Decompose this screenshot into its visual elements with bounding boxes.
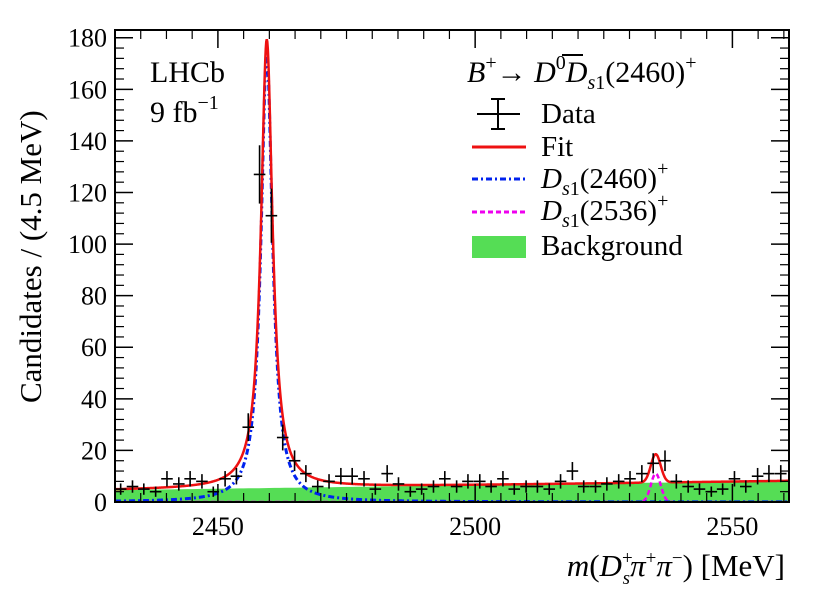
data-point	[126, 480, 139, 493]
legend: Data Fit Ds1(2460)+ Ds1(2536)+ Backgroun…	[472, 98, 683, 262]
background-band	[115, 480, 789, 502]
legend-data-marker	[477, 98, 520, 130]
data-point	[554, 474, 567, 489]
data-point	[577, 480, 590, 493]
data-point	[670, 474, 683, 489]
data-point	[346, 467, 358, 485]
legend-label-background: Background	[541, 230, 683, 262]
data-point	[184, 471, 196, 487]
y-axis-title: Candidates / (4.5 MeV)	[13, 110, 48, 403]
ds2460-curve	[115, 52, 789, 502]
data-point	[589, 480, 602, 493]
data-point	[763, 465, 775, 483]
data-point	[728, 471, 741, 487]
tick-labels-layer: 0 20 40 60 80 100 120 140 160 180 2450 2500 2550	[68, 24, 758, 541]
data-point	[265, 188, 278, 243]
data-point	[404, 486, 417, 497]
data-point	[647, 453, 659, 474]
data-point	[161, 471, 173, 487]
data-point	[659, 450, 671, 472]
data-point	[219, 471, 231, 487]
data-point	[300, 465, 312, 483]
data-point	[196, 474, 208, 489]
legend-label-ds2460: Ds1(2460)+	[540, 158, 668, 200]
data-points-layer	[114, 145, 787, 497]
data-point	[427, 480, 440, 493]
y-tick-label: 20	[81, 436, 107, 465]
data-point	[253, 145, 266, 204]
data-point	[473, 474, 486, 489]
data-point	[682, 480, 694, 493]
data-point	[705, 486, 718, 497]
x-tick-label: 2500	[449, 512, 501, 541]
data-point	[624, 471, 636, 487]
data-point	[230, 467, 243, 485]
data-point	[335, 467, 347, 485]
data-point	[751, 467, 764, 485]
data-point	[276, 424, 289, 451]
ticks-layer	[115, 30, 789, 503]
y-tick-label: 160	[68, 75, 107, 104]
data-point	[288, 450, 301, 472]
data-point	[497, 471, 509, 487]
data-point	[543, 483, 556, 495]
data-point	[149, 486, 162, 497]
y-tick-label: 120	[68, 178, 107, 207]
y-tick-label: 180	[68, 24, 107, 53]
x-axis-title: m(D+ sπ+π−) [MeV]	[567, 548, 785, 589]
luminosity-label: 9 fb−1	[150, 92, 219, 129]
legend-label-ds2536: Ds1(2536)+	[540, 190, 668, 232]
data-point	[612, 474, 625, 489]
data-point	[392, 477, 405, 491]
y-tick-label: 80	[81, 282, 107, 311]
legend-background-swatch	[472, 236, 526, 258]
y-tick-label: 100	[68, 230, 107, 259]
plot-frame	[114, 29, 790, 503]
data-point	[415, 483, 428, 495]
x-tick-label: 2450	[192, 512, 244, 541]
data-point	[774, 465, 787, 483]
data-point	[520, 480, 532, 493]
data-point	[485, 480, 497, 493]
data-point	[693, 483, 706, 495]
data-point	[566, 462, 579, 481]
data-point	[114, 483, 127, 495]
background-layer	[115, 480, 789, 502]
y-tick-label: 60	[81, 333, 107, 362]
x-tick-label: 2550	[706, 512, 758, 541]
data-point	[739, 480, 752, 493]
data-point	[450, 480, 463, 493]
data-point	[439, 471, 451, 487]
data-point	[636, 465, 648, 483]
legend-label-data: Data	[541, 98, 596, 130]
data-point	[508, 483, 521, 495]
data-point	[358, 471, 370, 487]
data-point	[462, 474, 474, 489]
experiment-label: LHCb	[150, 56, 225, 89]
data-point	[311, 480, 324, 493]
data-point	[173, 477, 185, 491]
data-point	[716, 483, 729, 495]
data-point	[601, 477, 613, 491]
decay-title: B+→ D0Ds1(2460)+	[467, 52, 697, 94]
y-tick-label: 140	[68, 127, 107, 156]
data-point	[138, 483, 150, 495]
data-point	[323, 474, 335, 489]
data-point	[207, 486, 220, 497]
y-tick-label: 40	[81, 385, 107, 414]
data-point	[381, 465, 393, 483]
data-point	[369, 483, 382, 495]
data-point	[242, 413, 255, 442]
data-point	[531, 480, 544, 493]
y-tick-label: 0	[94, 488, 107, 517]
legend-label-fit: Fit	[541, 131, 573, 163]
